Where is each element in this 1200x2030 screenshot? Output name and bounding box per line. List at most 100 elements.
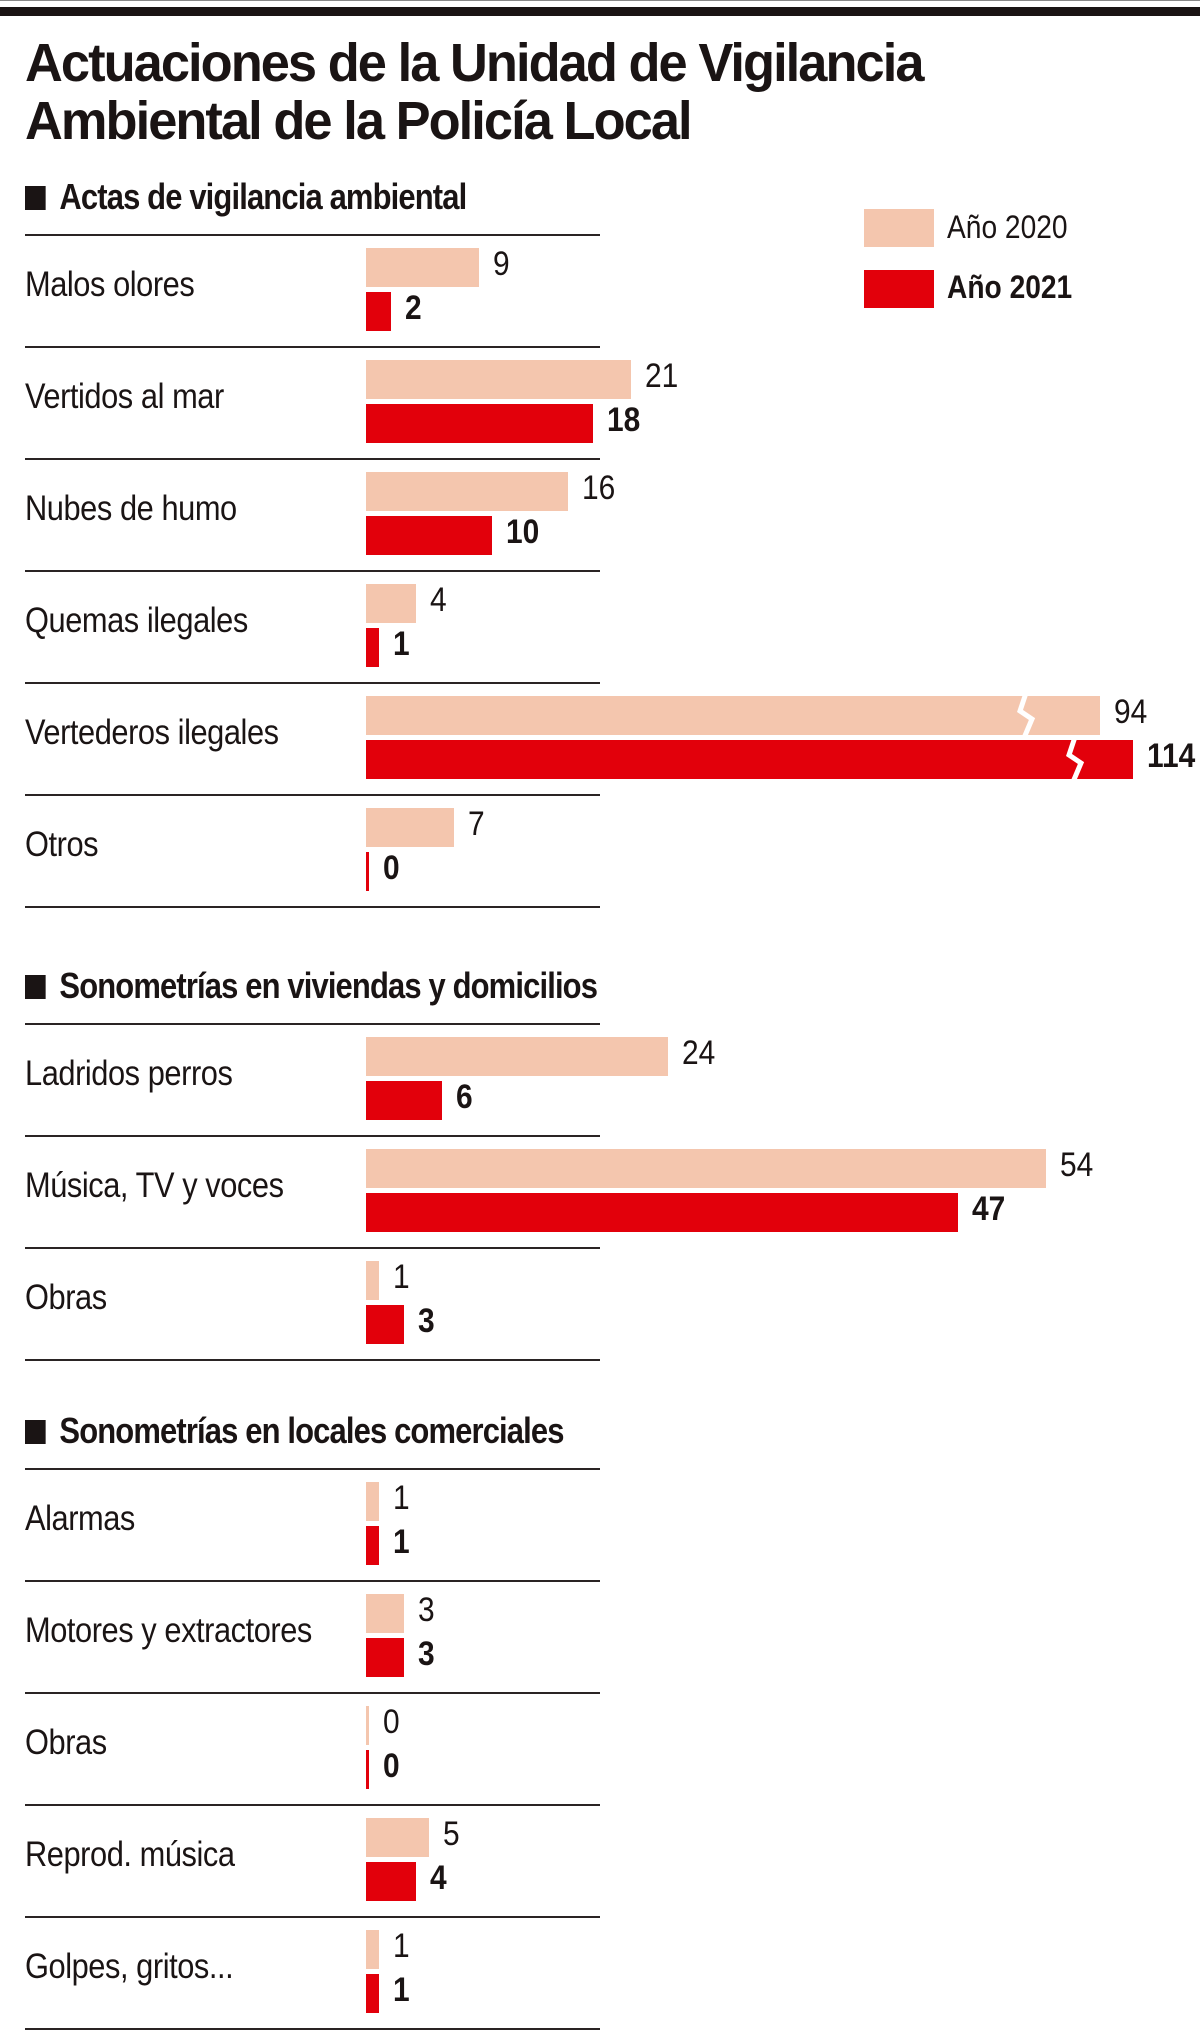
- bar-2020: [366, 1818, 429, 1857]
- category-label: Alarmas: [25, 1499, 135, 1538]
- bar-2021: [366, 1305, 404, 1344]
- row-divider: [25, 1247, 600, 1249]
- section-title-text: Actas de vigilancia ambiental: [59, 176, 467, 217]
- bar-2021: [366, 1974, 379, 2013]
- value-label-2021: 47: [972, 1190, 1006, 1228]
- bar-2020: [366, 1149, 1047, 1188]
- bar-2020: [366, 1482, 379, 1521]
- row-divider: [25, 1916, 600, 1918]
- axis-break-icon: [1066, 737, 1085, 782]
- row-divider: [25, 1023, 600, 1025]
- top-rule: [0, 7, 1200, 16]
- section-title: Sonometrías en viviendas y domicilios: [25, 965, 598, 1007]
- row-divider: [25, 234, 600, 236]
- value-label-2020: 1: [392, 1258, 410, 1296]
- top-thin-rule: [0, 0, 1200, 1]
- legend-swatch-2021: [864, 270, 934, 308]
- section-title: Actas de vigilancia ambiental: [25, 176, 467, 218]
- row-divider: [25, 458, 600, 460]
- section-square-icon: [25, 1420, 46, 1444]
- value-label-2020: 4: [430, 581, 448, 619]
- value-label-2020: 0: [383, 1703, 400, 1741]
- bar-2021: [366, 852, 369, 891]
- row-divider: [25, 346, 600, 348]
- value-label-2020: 54: [1060, 1146, 1094, 1184]
- bar-2020: [366, 1930, 379, 1969]
- legend-swatch-2020: [864, 209, 934, 247]
- bar-2021: [366, 1526, 379, 1565]
- category-label: Nubes de humo: [25, 489, 237, 528]
- row-divider: [25, 1580, 600, 1582]
- value-label-2020: 21: [644, 357, 678, 395]
- value-label-2021: 1: [392, 625, 410, 663]
- chart-title: Actuaciones de la Unidad de Vigilancia A…: [25, 33, 924, 151]
- category-label: Reprod. música: [25, 1835, 235, 1874]
- category-label: Música, TV y voces: [25, 1166, 284, 1205]
- bar-2021: [366, 628, 379, 667]
- bar-2020: [366, 472, 568, 511]
- value-label-2020: 7: [468, 805, 485, 843]
- category-label: Ladridos perros: [25, 1054, 233, 1093]
- value-label-2021: 6: [455, 1078, 473, 1116]
- category-label: Otros: [25, 825, 99, 864]
- section-title-text: Sonometrías en locales comerciales: [59, 1410, 564, 1451]
- category-label: Vertederos ilegales: [25, 713, 279, 752]
- row-divider: [25, 1468, 600, 1470]
- category-label: Obras: [25, 1723, 107, 1762]
- category-label: Quemas ilegales: [25, 601, 248, 640]
- value-label-2021: 18: [606, 401, 641, 439]
- bar-2020: [366, 1261, 379, 1300]
- bar-2021: [366, 1638, 404, 1677]
- row-divider: [25, 682, 600, 684]
- bar-2020: [366, 1037, 669, 1076]
- value-label-2021: 1: [392, 1523, 410, 1561]
- category-label: Motores y extractores: [25, 1611, 312, 1650]
- value-label-2020: 1: [392, 1927, 410, 1965]
- value-label-2021: 4: [430, 1859, 448, 1897]
- section-square-icon: [25, 975, 46, 999]
- bar-2020: [366, 584, 417, 623]
- value-label-2021: 1: [392, 1971, 410, 2009]
- bar-2021: [366, 1862, 417, 1901]
- row-divider: [25, 570, 600, 572]
- value-label-2021: 3: [417, 1635, 435, 1673]
- section-title-text: Sonometrías en viviendas y domicilios: [59, 965, 598, 1006]
- bar-2021: [366, 516, 492, 555]
- value-label-2021: 0: [383, 849, 400, 887]
- category-label: Vertidos al mar: [25, 377, 224, 416]
- value-label-2021: 0: [383, 1747, 400, 1785]
- bar-2021: [366, 1193, 959, 1232]
- value-label-2021: 10: [506, 513, 540, 551]
- value-label-2020: 16: [581, 469, 615, 507]
- value-label-2020: 5: [443, 1815, 460, 1853]
- category-label: Obras: [25, 1278, 107, 1317]
- value-label-2021: 114: [1147, 737, 1196, 775]
- bar-2020: [366, 248, 480, 287]
- category-label: Golpes, gritos...: [25, 1947, 234, 1986]
- bar-2021: [366, 740, 1133, 779]
- row-divider: [25, 794, 600, 796]
- value-label-2020: 9: [493, 245, 511, 283]
- bar-2020: [366, 1706, 369, 1745]
- legend-label-2021: Año 2021: [947, 269, 1073, 305]
- bar-2020: [366, 360, 631, 399]
- value-label-2020: 94: [1114, 693, 1148, 731]
- value-label-2020: 1: [392, 1479, 410, 1517]
- bar-2020: [366, 808, 455, 847]
- section-square-icon: [25, 186, 46, 210]
- category-label: Malos olores: [25, 265, 195, 304]
- row-divider: [25, 1135, 600, 1137]
- value-label-2021: 3: [417, 1302, 435, 1340]
- row-divider: [25, 906, 600, 908]
- bar-2020: [366, 696, 1100, 735]
- axis-break-icon: [1017, 693, 1036, 738]
- legend-label-2020: Año 2020: [947, 209, 1068, 245]
- row-divider: [25, 1692, 600, 1694]
- value-label-2020: 3: [417, 1591, 435, 1629]
- row-divider: [25, 1804, 600, 1806]
- row-divider: [25, 1359, 600, 1361]
- bar-2021: [366, 1081, 442, 1120]
- bar-2021: [366, 1750, 369, 1789]
- bar-2021: [366, 404, 593, 443]
- value-label-2021: 2: [405, 289, 422, 327]
